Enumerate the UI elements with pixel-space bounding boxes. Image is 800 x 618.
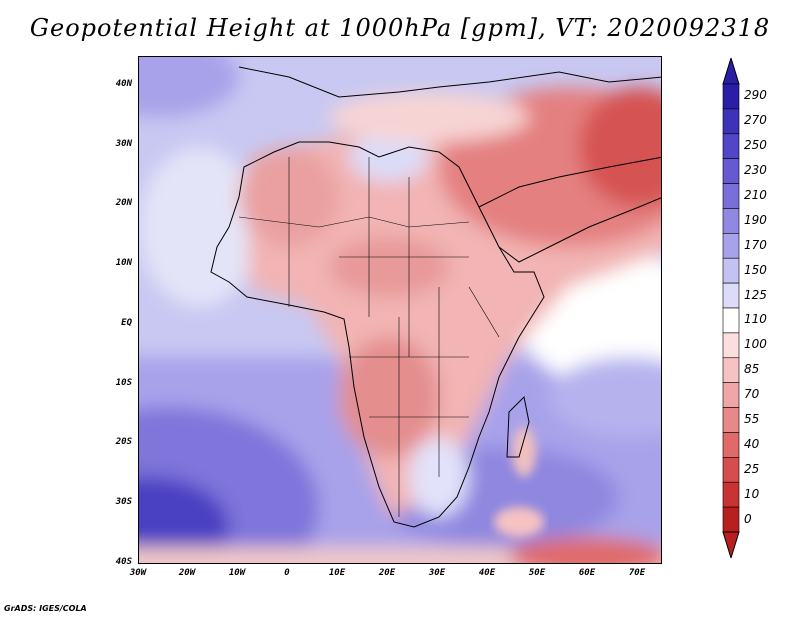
- colorbar-swatch: [722, 481, 740, 508]
- map-plot-area: [138, 56, 662, 564]
- colorbar-swatch: [722, 208, 740, 234]
- lon-label-20w: 20W: [178, 568, 196, 578]
- colorbar-swatch: [722, 432, 740, 458]
- lon-label-0: 0: [284, 568, 290, 578]
- colorbar-swatch: [722, 457, 740, 483]
- colorbar-swatch: [722, 108, 740, 135]
- colorbar-swatch: [722, 357, 740, 383]
- lon-label-20e: 20E: [378, 568, 396, 578]
- colorbar-tick-label: 210: [744, 188, 767, 202]
- colorbar-swatch: [722, 257, 740, 284]
- colorbar-tick-label: 25: [744, 461, 760, 476]
- lon-label-30e: 30E: [428, 568, 446, 578]
- lat-label-30s: 30S: [115, 497, 132, 507]
- colorbar: [722, 58, 740, 558]
- colorbar-tick-label: 150: [744, 262, 767, 277]
- colorbar-swatch: [722, 158, 740, 184]
- colorbar-tick-label: 100: [744, 337, 767, 352]
- colorbar-tick-label: 290: [744, 88, 767, 103]
- colorbar-tick-label: 270: [744, 113, 767, 128]
- colorbar-tick-label: 170: [744, 237, 767, 252]
- lon-label-70e: 70E: [628, 568, 646, 578]
- colorbar-bottom-arrow: [722, 531, 740, 558]
- lat-label-10n: 10N: [115, 258, 132, 268]
- lat-label-40s: 40S: [115, 557, 132, 567]
- colorbar-swatch: [722, 506, 740, 533]
- lon-label-30w: 30W: [129, 568, 147, 578]
- colorbar-swatch: [722, 83, 740, 110]
- colorbar-tick-label: 250: [744, 138, 767, 153]
- colorbar-tick-label: 55: [744, 412, 760, 426]
- lat-label-20s: 20S: [115, 437, 132, 447]
- colorbar-tick-label: 0: [744, 511, 752, 526]
- colorbar-tick-label: 230: [744, 163, 767, 178]
- lon-label-60e: 60E: [578, 568, 596, 578]
- lat-label-40n: 40N: [115, 79, 132, 89]
- colorbar-swatch: [722, 382, 740, 408]
- colorbar-swatch: [722, 233, 740, 259]
- colorbar-tick-label: 70: [744, 387, 760, 402]
- colorbar-swatch: [722, 183, 740, 209]
- colorbar-top-arrow: [722, 58, 740, 85]
- lat-label-20n: 20N: [115, 198, 132, 208]
- lon-label-40e: 40E: [478, 568, 496, 578]
- colorbar-swatch: [722, 133, 740, 159]
- colorbar-swatch: [722, 307, 740, 334]
- lat-label-30n: 30N: [115, 139, 132, 149]
- geopotential-field: [139, 57, 661, 563]
- map-title: Geopotential Height at 1000hPa [gpm], VT…: [29, 14, 771, 42]
- colorbar-tick-label: 110: [744, 312, 767, 327]
- colorbar-tick-label: 85: [744, 362, 760, 377]
- colorbar-tick-label: 40: [744, 436, 760, 451]
- colorbar-swatch: [722, 332, 740, 359]
- lon-label-50e: 50E: [528, 568, 546, 578]
- colorbar-tick-label: 10: [744, 486, 760, 501]
- lon-label-10w: 10W: [228, 568, 246, 578]
- lon-label-10e: 10E: [328, 568, 346, 578]
- colorbar-swatch: [722, 407, 740, 433]
- colorbar-tick-label: 125: [744, 287, 767, 302]
- lat-label-10s: 10S: [115, 378, 132, 388]
- colorbar-tick-label: 190: [744, 212, 767, 227]
- lat-label-eq: EQ: [121, 318, 132, 328]
- footer-credit: GrADS: IGES/COLA: [4, 604, 87, 613]
- colorbar-swatch: [722, 282, 740, 309]
